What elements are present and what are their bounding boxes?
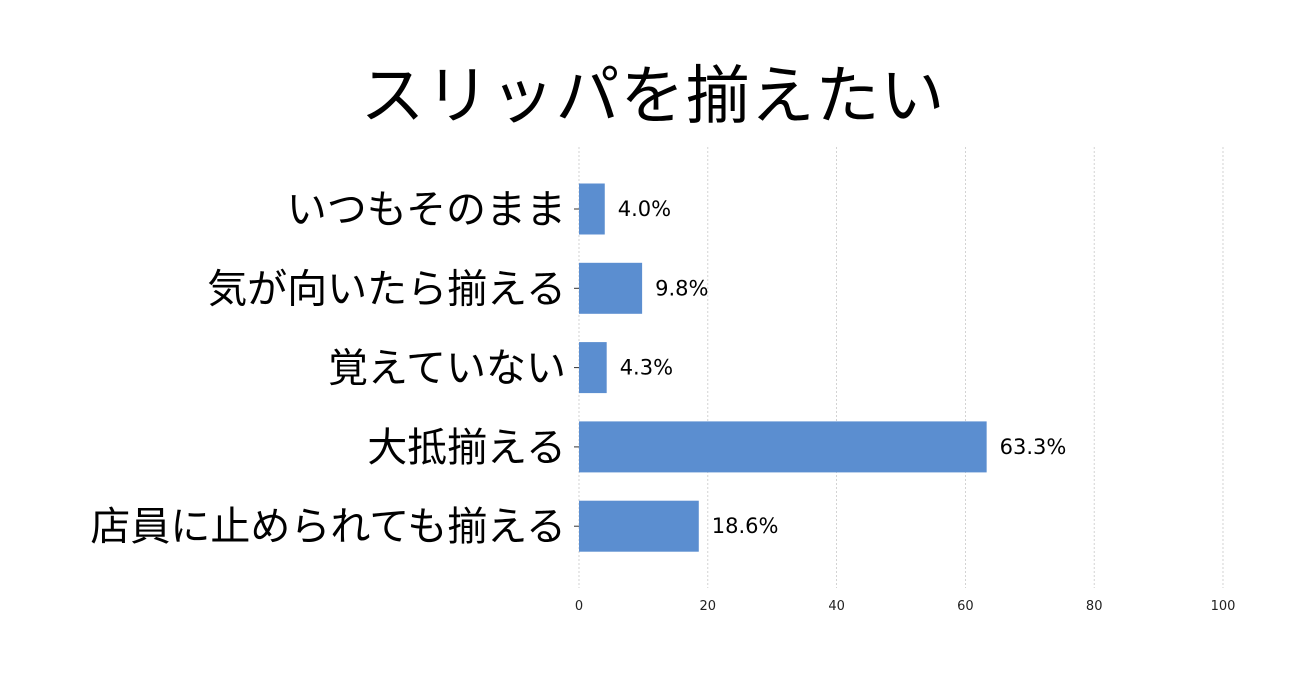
value-label: 4.3% [620, 356, 673, 380]
category-label: 大抵揃える [367, 425, 566, 471]
category-label: 覚えていない [328, 346, 566, 392]
value-label: 18.6% [712, 514, 779, 538]
bar-3 [579, 342, 607, 394]
bar-4 [579, 421, 987, 473]
bar-2 [579, 262, 643, 314]
value-label: 63.3% [1000, 435, 1067, 459]
chart-title: スリッパを揃えたい [360, 60, 946, 134]
x-tick-label: 0 [575, 599, 583, 614]
x-tick-label: 20 [700, 599, 717, 614]
bar-1 [579, 183, 605, 235]
category-label: 店員に止められても揃える [90, 504, 566, 550]
x-tick-label: 80 [1086, 599, 1103, 614]
x-tick-label: 60 [957, 599, 974, 614]
category-label: いつもそのまま [287, 187, 566, 233]
bar-5 [579, 500, 699, 552]
x-tick-label: 40 [828, 599, 845, 614]
x-tick-label: 100 [1211, 599, 1236, 614]
value-label: 9.8% [655, 276, 708, 300]
category-label: 気が向いたら揃える [207, 266, 566, 312]
value-label: 4.0% [618, 197, 671, 221]
